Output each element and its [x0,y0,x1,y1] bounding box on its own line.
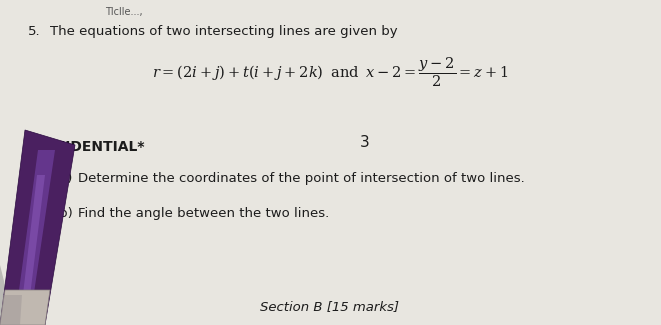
Polygon shape [20,175,45,320]
Text: Tlclle...,: Tlclle..., [105,7,143,17]
Text: (b): (b) [55,207,74,220]
Text: 3: 3 [360,135,370,150]
Polygon shape [0,130,75,325]
Text: Section B [15 marks]: Section B [15 marks] [260,300,399,313]
Text: The equations of two intersecting lines are given by: The equations of two intersecting lines … [50,25,398,38]
Text: Determine the coordinates of the point of intersection of two lines.: Determine the coordinates of the point o… [78,172,525,185]
Polygon shape [15,150,55,320]
Text: (a): (a) [55,172,73,185]
Text: Find the angle between the two lines.: Find the angle between the two lines. [78,207,329,220]
Text: 5.: 5. [28,25,40,38]
Polygon shape [0,290,50,325]
Text: $r = (2i + j) + t(i + j + 2k)$$\;\;\mathrm{and}\;\;$$x - 2 = \dfrac{y-2}{2} = z : $r = (2i + j) + t(i + j + 2k)$$\;\;\math… [152,55,508,88]
Polygon shape [0,265,15,325]
Text: CONFIDENTIAL*: CONFIDENTIAL* [22,140,145,154]
Polygon shape [0,295,22,325]
